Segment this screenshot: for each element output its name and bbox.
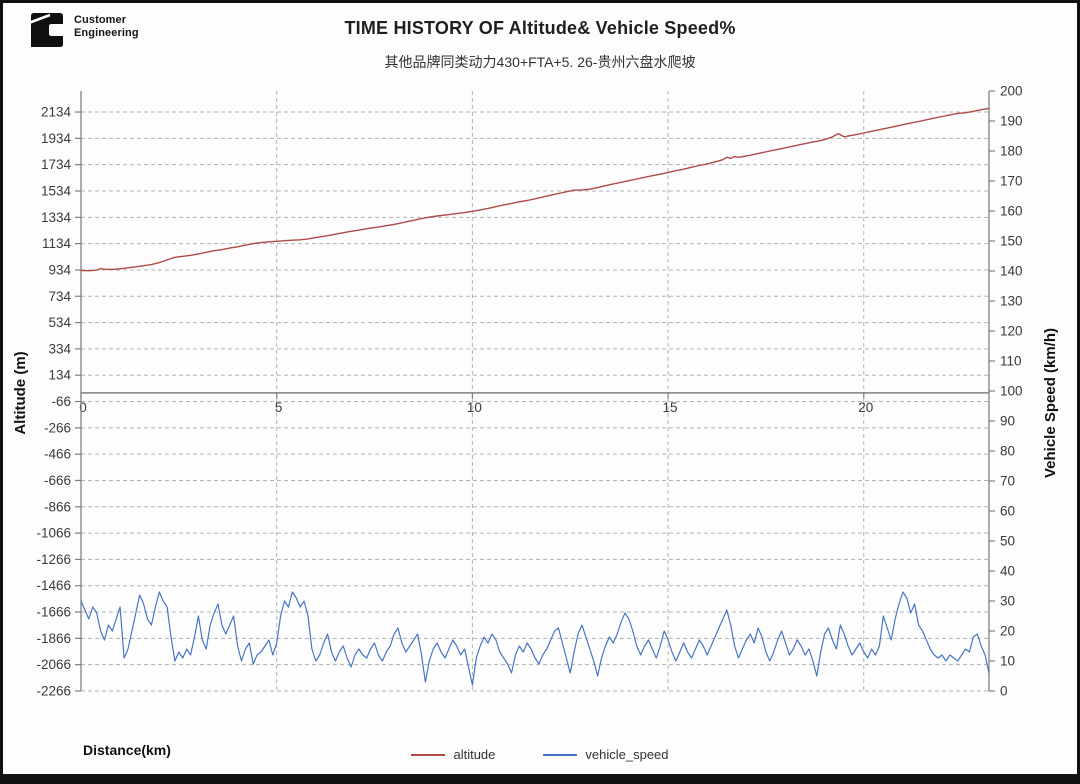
y-axis-left-tick-label: -1866 <box>36 631 71 646</box>
x-axis-title: Distance(km) <box>83 742 171 758</box>
legend: altitude vehicle_speed <box>3 747 1077 762</box>
y-axis-left-tick-label: 2134 <box>41 105 72 120</box>
y-axis-left-tick-label: 134 <box>48 368 71 383</box>
y-axis-left-tick-label: 1134 <box>42 236 72 251</box>
y-axis-left-tick-label: -666 <box>44 473 71 488</box>
y-axis-right-tick-label: 0 <box>1000 684 1008 699</box>
chart-title: TIME HISTORY OF Altitude& Vehicle Speed% <box>344 18 736 38</box>
y-axis-right-tick-label: 50 <box>1000 534 1015 549</box>
legend-item-altitude: altitude <box>411 747 495 762</box>
altitude-line-swatch-icon <box>411 753 446 756</box>
cummins-c-logo-icon <box>29 13 63 47</box>
y-axis-left-tick-label: 734 <box>48 289 71 304</box>
y-axis-right-tick-label: 150 <box>1000 234 1023 249</box>
logo-line1: Customer <box>74 14 127 26</box>
y-axis-right-tick-label: 100 <box>1000 384 1023 399</box>
y-axis-left-tick-label: 334 <box>48 341 71 356</box>
y-axis-left-tick-label: -266 <box>44 420 71 435</box>
y-axis-right-tick-label: 120 <box>1000 324 1023 339</box>
y-axis-right-tick-label: 130 <box>1000 294 1023 309</box>
y-axis-right-tick-label: 80 <box>1000 444 1015 459</box>
y-axis-left-tick-label: -66 <box>51 394 71 409</box>
y-axis-left-tick-label: 534 <box>48 315 71 330</box>
legend-item-vehicle-speed: vehicle_speed <box>543 747 669 762</box>
y-axis-left-tick-label: 934 <box>48 262 71 277</box>
legend-label-altitude: altitude <box>453 747 496 762</box>
vehicle-speed-series-line <box>80 591 990 686</box>
x-axis-tick-label: 0 <box>79 400 87 415</box>
y-axis-left-tick-label: -1266 <box>36 552 71 567</box>
y-axis-right-tick-label: 180 <box>1000 144 1023 159</box>
y-axis-right-tick-label: 160 <box>1000 204 1023 219</box>
altitude-series-line <box>80 107 990 272</box>
y-axis-left-tick-label: 1534 <box>41 184 72 199</box>
y-axis-left-tick-label: 1334 <box>41 210 72 225</box>
y-axis-right-tick-label: 140 <box>1000 264 1023 279</box>
y-axis-left-tick-label: -2066 <box>36 657 71 672</box>
vehicle-speed-line-swatch-icon <box>543 753 578 756</box>
y-axis-right-tick-label: 30 <box>1000 594 1015 609</box>
chart-subtitle: 其他品牌同类动力430+FTA+5. 26-贵州六盘水爬坡 <box>384 54 696 70</box>
y-axis-right-tick-label: 190 <box>1000 114 1023 129</box>
legend-label-vehicle-speed: vehicle_speed <box>585 747 669 762</box>
logo: Customer Engineering <box>29 11 139 49</box>
y-axis-right-tick-label: 90 <box>1000 414 1015 429</box>
logo-text: Customer Engineering <box>74 11 139 40</box>
y-axis-left-tick-label: -866 <box>44 499 71 514</box>
y-axis-right-tick-label: 110 <box>1000 354 1022 369</box>
logo-line2: Engineering <box>74 27 139 40</box>
y-axis-right-tick-label: 60 <box>1000 504 1015 519</box>
y-axis-right-tick-label: 170 <box>1000 174 1023 189</box>
y-axis-left-tick-label: 1734 <box>41 157 72 172</box>
y-axis-left-tick-label: -466 <box>44 447 71 462</box>
y-axis-left-tick-label: -1466 <box>36 578 71 593</box>
x-axis-tick-label: 20 <box>858 400 873 415</box>
x-axis-tick-label: 10 <box>467 400 482 415</box>
x-axis-tick-label: 15 <box>663 400 678 415</box>
x-axis-tick-label: 5 <box>275 400 283 415</box>
y-axis-right-tick-label: 20 <box>1000 624 1015 639</box>
y-axis-left-tick-label: 1934 <box>41 131 72 146</box>
y-axis-left-tick-label: -1066 <box>36 526 71 541</box>
y-axis-right-tick-label: 10 <box>1000 654 1015 669</box>
chart-plot-area: 2134 1934 1734 1534 1334 1134 934 734 534 334 134 -… <box>36 84 1023 699</box>
y-axis-right-tick-label: 40 <box>1000 564 1015 579</box>
y-axis-right-tick-label: 70 <box>1000 474 1015 489</box>
y-axis-right-tick-label: 200 <box>1000 84 1023 99</box>
y-axis-left-tick-label: -2266 <box>36 684 71 699</box>
y-axis-left-tick-label: -1666 <box>36 605 71 620</box>
